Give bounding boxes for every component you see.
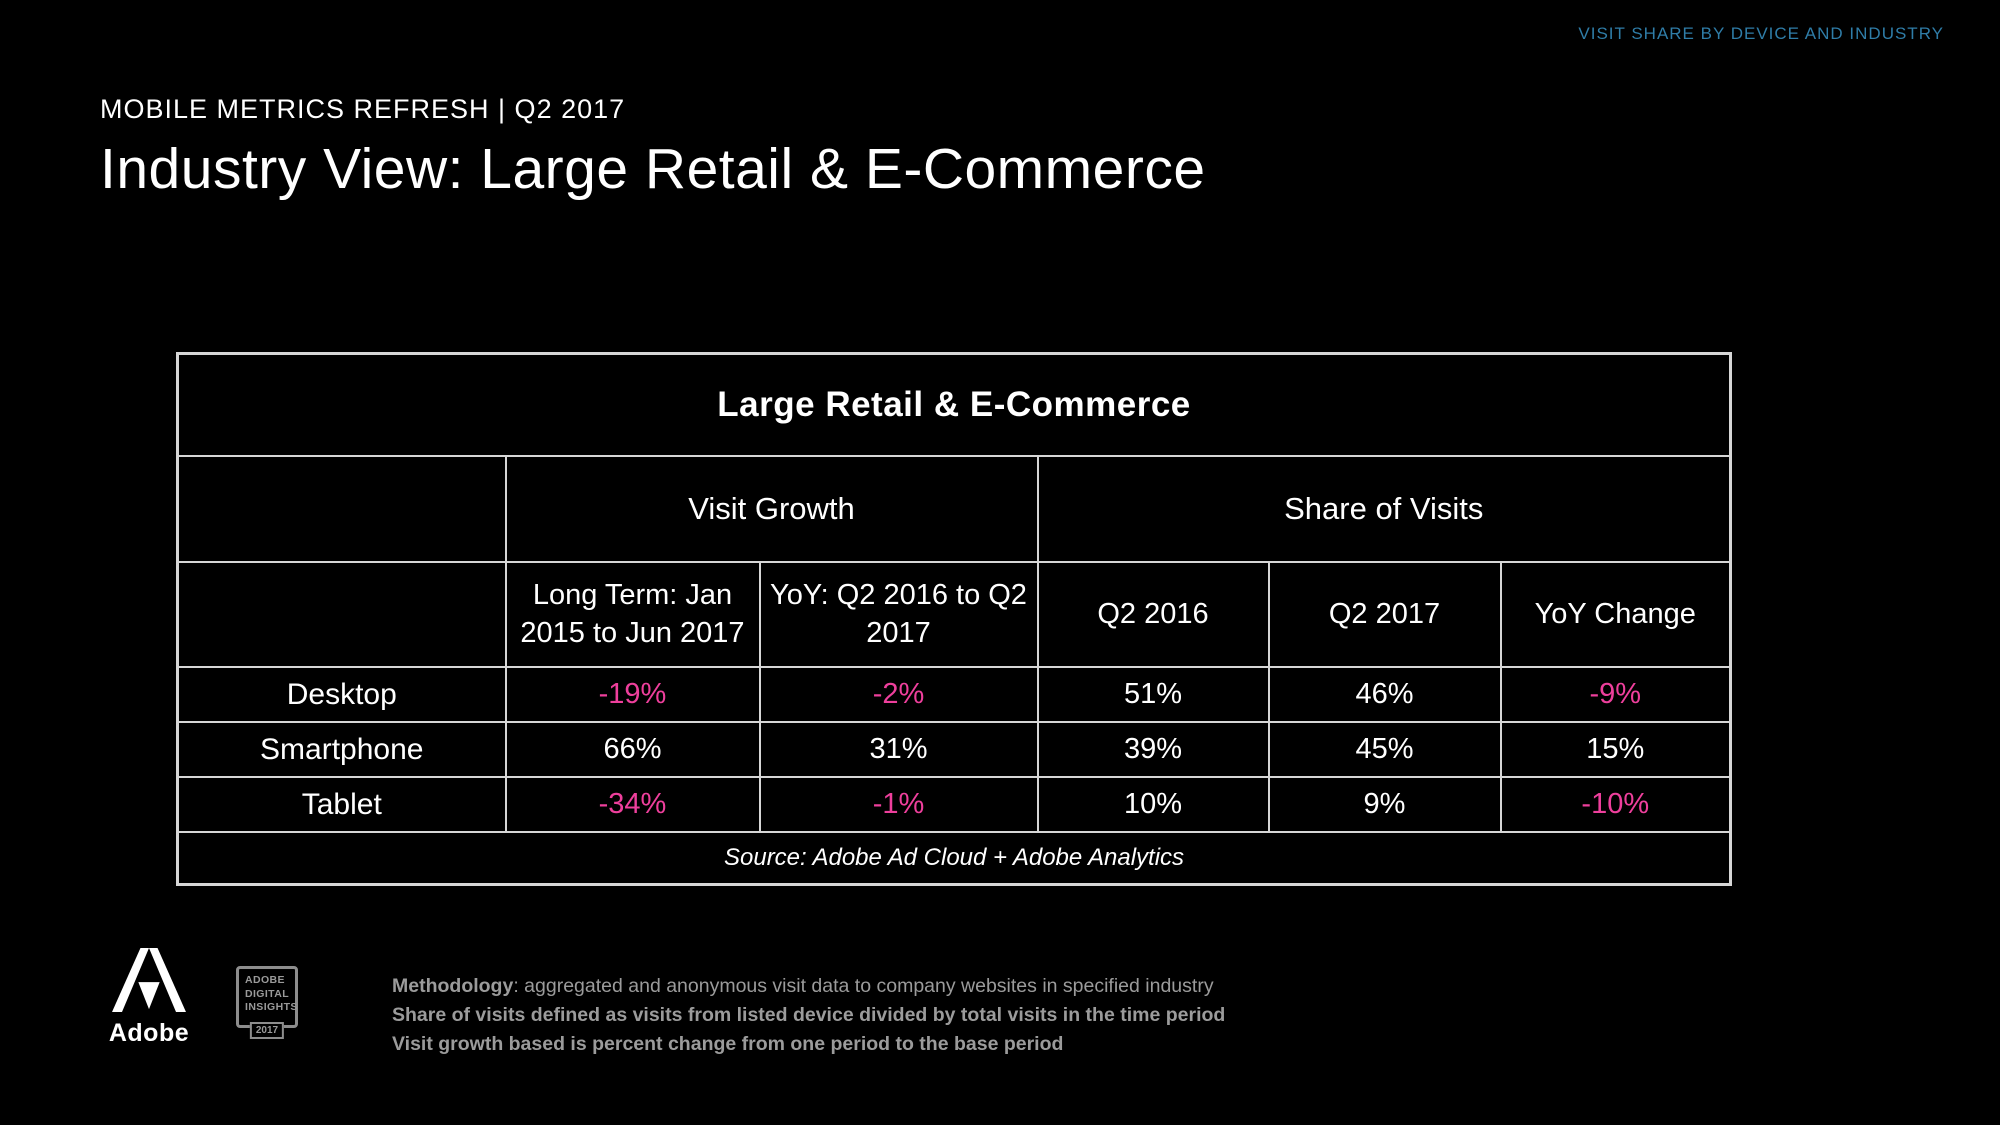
cell-value: 15%: [1499, 721, 1732, 778]
table-source-note: Source: Adobe Ad Cloud + Adobe Analytics: [176, 831, 1732, 886]
methodology-lead-rest: : aggregated and anonymous visit data to…: [513, 975, 1214, 997]
cell-value: 66%: [504, 721, 761, 778]
cell-value: -19%: [504, 666, 761, 723]
metrics-table-wrap: Large Retail & E-Commerce Visit Growth S…: [176, 352, 1733, 886]
methodology-lead: Methodology: [392, 975, 514, 997]
table-row-desktop: Desktop -19% -2% 51% 46% -9%: [176, 666, 1732, 723]
adobe-logo-block: Adobe: [106, 948, 192, 1048]
col-group-share-of-visits: Share of Visits: [1036, 455, 1732, 563]
adi-badge-line: INSIGHTS: [245, 1001, 298, 1014]
cell-value: 51%: [1036, 666, 1270, 723]
col-header-long-term: Long Term: Jan 2015 to Jun 2017: [504, 561, 761, 668]
col-header-q2-2016: Q2 2016: [1036, 561, 1270, 668]
row-label-smartphone: Smartphone: [176, 721, 507, 778]
adi-badge-line: ADOBE: [245, 974, 285, 986]
eyebrow-right: VISIT SHARE BY DEVICE AND INDUSTRY: [1578, 24, 1944, 43]
adi-badge-lines: ADOBE DIGITAL INSIGHTS: [239, 969, 298, 1015]
adobe-digital-insights-badge: ADOBE DIGITAL INSIGHTS 2017: [236, 966, 298, 1039]
adobe-wordmark: Adobe: [108, 1019, 190, 1047]
methodology-line-1: Methodology: aggregated and anonymous vi…: [392, 972, 1225, 1001]
cell-value: 46%: [1267, 666, 1502, 723]
cell-value: -9%: [1499, 666, 1732, 723]
col-group-visit-growth: Visit Growth: [504, 455, 1039, 563]
col-header-yoy: YoY: Q2 2016 to Q2 2017: [758, 561, 1039, 668]
methodology-line-2: Share of visits defined as visits from l…: [392, 1004, 1226, 1026]
empty-header-cell: [176, 561, 507, 668]
page-title: Industry View: Large Retail & E-Commerce: [100, 137, 1206, 201]
row-label-tablet: Tablet: [176, 776, 507, 833]
table-title: Large Retail & E-Commerce: [176, 352, 1732, 457]
cell-value: -34%: [504, 776, 761, 833]
table-row-smartphone: Smartphone 66% 31% 39% 45% 15%: [176, 721, 1732, 778]
col-header-yoy-change: YoY Change: [1499, 561, 1732, 668]
cell-value: -1%: [758, 776, 1039, 833]
cell-value: 9%: [1267, 776, 1502, 833]
metrics-table: Large Retail & E-Commerce Visit Growth S…: [176, 352, 1733, 886]
col-header-q2-2017: Q2 2017: [1267, 561, 1502, 668]
adi-badge-year: 2017: [249, 1022, 285, 1039]
kicker: MOBILE METRICS REFRESH | Q2 2017: [100, 94, 626, 124]
methodology-line-3: Visit growth based is percent change fro…: [392, 1033, 1064, 1055]
empty-corner-cell: [176, 455, 507, 563]
cell-value: -10%: [1499, 776, 1732, 833]
adobe-a-icon: [112, 948, 186, 1012]
row-label-desktop: Desktop: [176, 666, 507, 723]
table-row-tablet: Tablet -34% -1% 10% 9% -10%: [176, 776, 1732, 833]
cell-value: 39%: [1036, 721, 1270, 778]
adi-badge-line: DIGITAL: [245, 987, 290, 1000]
cell-value: 31%: [758, 721, 1039, 778]
cell-value: 45%: [1267, 721, 1502, 778]
methodology-text: Methodology: aggregated and anonymous vi…: [392, 972, 1225, 1059]
cell-value: -2%: [758, 666, 1039, 723]
cell-value: 10%: [1036, 776, 1270, 833]
